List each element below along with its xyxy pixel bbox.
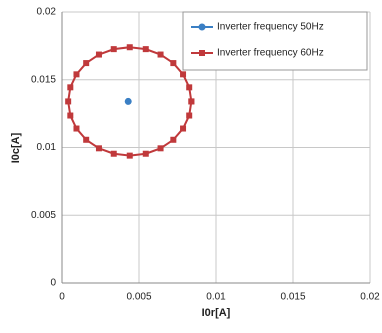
y-axis-label: I0c[A] bbox=[10, 132, 22, 163]
data-point bbox=[142, 46, 149, 53]
data-point bbox=[157, 51, 164, 58]
x-tick-label: 0 bbox=[59, 292, 65, 303]
data-point bbox=[67, 112, 74, 119]
x-tick-label: 0.015 bbox=[280, 292, 305, 303]
data-point bbox=[65, 98, 72, 105]
x-tick-label: 0.01 bbox=[206, 292, 226, 303]
legend-label: Inverter frequency 50Hz bbox=[217, 22, 324, 33]
data-point bbox=[170, 60, 177, 67]
data-point bbox=[157, 145, 164, 152]
data-point bbox=[170, 136, 177, 143]
data-point bbox=[142, 150, 149, 157]
data-point bbox=[188, 98, 195, 105]
data-point bbox=[73, 71, 80, 78]
data-point bbox=[186, 112, 193, 119]
data-point bbox=[126, 152, 133, 159]
data-point bbox=[186, 84, 193, 91]
y-tick-label: 0 bbox=[50, 278, 56, 289]
x-tick-label: 0.02 bbox=[360, 292, 380, 303]
legend-marker bbox=[199, 50, 205, 56]
data-point bbox=[95, 145, 102, 152]
data-point bbox=[83, 60, 90, 67]
data-point bbox=[110, 150, 117, 157]
y-tick-label: 0.015 bbox=[31, 74, 56, 85]
data-point bbox=[126, 44, 133, 51]
data-point bbox=[124, 97, 132, 105]
y-tick-label: 0.005 bbox=[31, 210, 56, 221]
legend-box bbox=[182, 11, 368, 71]
legend-marker bbox=[198, 23, 206, 31]
data-point bbox=[67, 84, 74, 91]
legend-label: Inverter frequency 60Hz bbox=[217, 48, 324, 59]
y-tick-label: 0.01 bbox=[37, 142, 57, 153]
data-point bbox=[83, 136, 90, 143]
data-point bbox=[180, 125, 187, 132]
y-tick-label: 0.02 bbox=[37, 7, 57, 18]
data-point bbox=[110, 46, 117, 53]
data-point bbox=[95, 51, 102, 58]
x-tick-label: 0.005 bbox=[126, 292, 151, 303]
data-point bbox=[73, 125, 80, 132]
data-point bbox=[180, 71, 187, 78]
x-axis-label: I0r[A] bbox=[202, 307, 231, 319]
